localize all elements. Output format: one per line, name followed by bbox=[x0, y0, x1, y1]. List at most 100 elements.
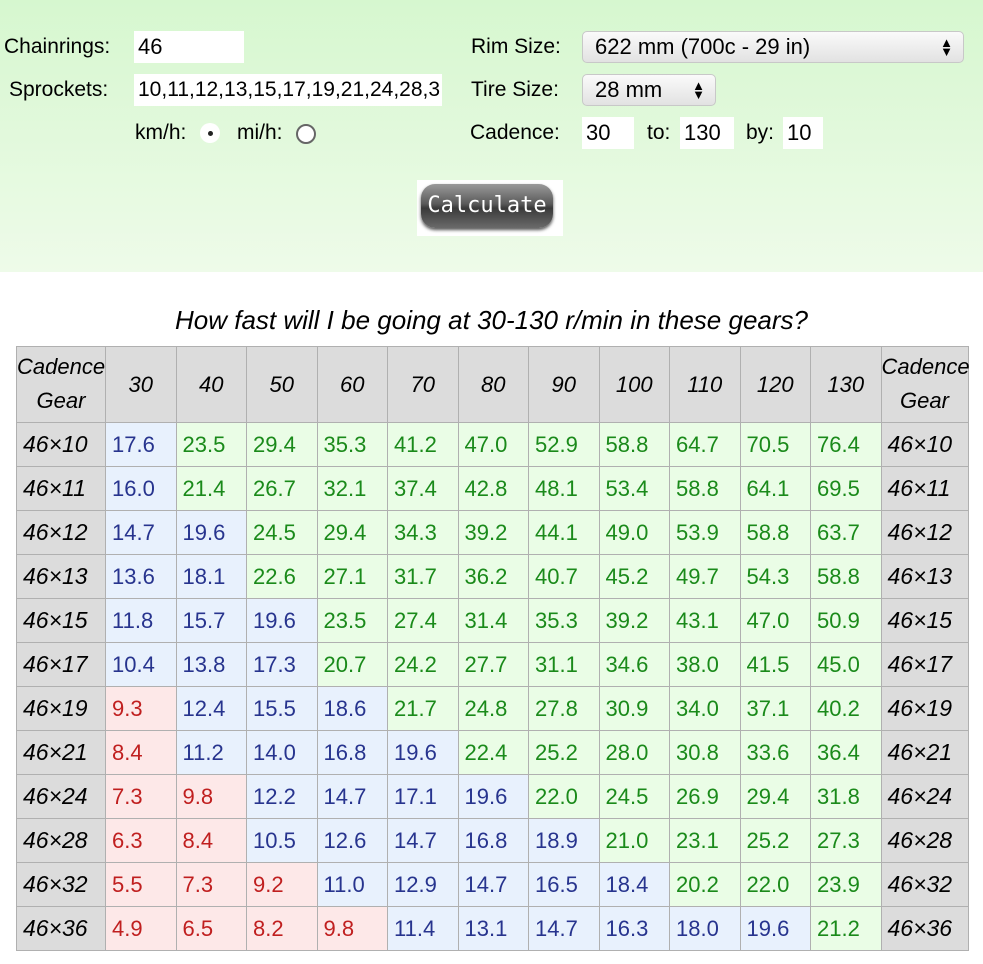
calculator-form: Chainrings: 46 Sprockets: 10,11,12,13,15… bbox=[0, 0, 983, 272]
table-row: 46×21 8.4 11.2 14.0 16.8 19.6 22.4 25.2 28.0 30.8… bbox=[16, 730, 969, 775]
speed-cell: 14.7 bbox=[316, 774, 388, 819]
calculate-label: Calculate bbox=[421, 184, 553, 228]
cadence-by-input[interactable]: 10 bbox=[783, 117, 823, 149]
corner-header-right: Cadence Gear bbox=[880, 346, 970, 423]
cadence-axis-label: Cadence bbox=[881, 353, 970, 379]
cadence-to-input[interactable]: 130 bbox=[680, 117, 734, 149]
speed-cell: 37.4 bbox=[387, 466, 459, 511]
speed-cell: 27.7 bbox=[457, 642, 529, 687]
speed-cell: 23.5 bbox=[316, 598, 388, 643]
speed-cell: 43.1 bbox=[669, 598, 741, 643]
speed-cell: 20.2 bbox=[669, 862, 741, 907]
speed-cell: 17.3 bbox=[246, 642, 318, 687]
kmh-radio[interactable] bbox=[200, 123, 220, 143]
cadence-header: 70 bbox=[387, 346, 459, 423]
speed-cell: 32.1 bbox=[316, 466, 388, 511]
gear-label: 46×32 bbox=[880, 862, 969, 907]
speed-cell: 13.6 bbox=[105, 554, 177, 599]
speed-cell: 64.7 bbox=[669, 422, 741, 467]
table-row: 46×19 9.3 12.4 15.5 18.6 21.7 24.8 27.8 30.9 34.0… bbox=[16, 686, 969, 731]
speed-cell: 15.5 bbox=[246, 686, 318, 731]
speed-cell: 39.2 bbox=[457, 510, 529, 555]
mih-label: mi/h: bbox=[237, 121, 283, 144]
cadence-header: 50 bbox=[246, 346, 318, 423]
speed-cell: 18.6 bbox=[316, 686, 388, 731]
speed-cell: 11.4 bbox=[387, 906, 459, 951]
speed-cell: 34.6 bbox=[598, 642, 670, 687]
gear-label: 46×21 bbox=[16, 730, 106, 775]
speed-cell: 8.4 bbox=[105, 730, 177, 775]
cadence-header: 60 bbox=[316, 346, 388, 423]
speed-cell: 49.7 bbox=[669, 554, 741, 599]
speed-cell: 63.7 bbox=[810, 510, 882, 555]
gear-label: 46×28 bbox=[880, 818, 969, 863]
speed-cell: 14.7 bbox=[528, 906, 600, 951]
speed-cell: 47.0 bbox=[739, 598, 811, 643]
gear-label: 46×24 bbox=[880, 774, 969, 819]
corner-header-left: Cadence Gear bbox=[16, 346, 106, 423]
speed-cell: 53.9 bbox=[669, 510, 741, 555]
speed-cell: 35.3 bbox=[316, 422, 388, 467]
speed-cell: 33.6 bbox=[739, 730, 811, 775]
speed-cell: 10.4 bbox=[105, 642, 177, 687]
speed-cell: 76.4 bbox=[810, 422, 882, 467]
gear-label: 46×12 bbox=[880, 510, 969, 555]
speed-cell: 45.2 bbox=[598, 554, 670, 599]
chainrings-input[interactable]: 46 bbox=[134, 31, 244, 63]
cadence-from-input[interactable]: 30 bbox=[582, 117, 634, 149]
tire-size-value: 28 mm bbox=[595, 77, 663, 102]
mih-radio[interactable] bbox=[296, 124, 316, 144]
speed-table: Cadence Gear 30 40 50 60 70 80 90 100 110 120 130 Cad… bbox=[16, 346, 970, 951]
speed-cell: 42.8 bbox=[457, 466, 529, 511]
calculate-button[interactable]: Calculate bbox=[417, 180, 563, 236]
sprockets-input[interactable]: 10,11,12,13,15,17,19,21,24,28,3 bbox=[134, 74, 442, 106]
speed-cell: 23.9 bbox=[810, 862, 882, 907]
table-row: 46×11 16.0 21.4 26.7 32.1 37.4 42.8 48.1 53.4 58.… bbox=[16, 466, 969, 511]
speed-cell: 31.8 bbox=[810, 774, 882, 819]
speed-cell: 24.5 bbox=[246, 510, 318, 555]
speed-cell: 16.0 bbox=[105, 466, 177, 511]
speed-cell: 23.1 bbox=[669, 818, 741, 863]
speed-cell: 23.5 bbox=[175, 422, 247, 467]
table-row: 46×36 4.9 6.5 8.2 9.8 11.4 13.1 14.7 16.3 18.0 19.… bbox=[16, 906, 969, 951]
speed-cell: 13.1 bbox=[457, 906, 529, 951]
cadence-header: 130 bbox=[810, 346, 882, 423]
gear-label: 46×11 bbox=[880, 466, 969, 511]
speed-cell: 9.8 bbox=[175, 774, 247, 819]
cadence-label: Cadence: bbox=[470, 121, 560, 144]
table-row: 46×10 17.6 23.5 29.4 35.3 41.2 47.0 52.9 58.8 64.… bbox=[16, 422, 969, 467]
speed-cell: 31.4 bbox=[457, 598, 529, 643]
speed-cell: 41.5 bbox=[739, 642, 811, 687]
speed-cell: 11.8 bbox=[105, 598, 177, 643]
speed-cell: 29.4 bbox=[739, 774, 811, 819]
speed-cell: 16.5 bbox=[528, 862, 600, 907]
speed-cell: 31.7 bbox=[387, 554, 459, 599]
gear-axis-label: Gear bbox=[36, 387, 86, 413]
speed-cell: 19.6 bbox=[739, 906, 811, 951]
gear-label: 46×28 bbox=[16, 818, 106, 863]
gear-label: 46×36 bbox=[880, 906, 969, 951]
speed-cell: 45.0 bbox=[810, 642, 882, 687]
speed-cell: 40.7 bbox=[528, 554, 600, 599]
cadence-header: 30 bbox=[105, 346, 177, 423]
speed-cell: 22.0 bbox=[739, 862, 811, 907]
tire-size-label: Tire Size: bbox=[471, 78, 559, 101]
speed-cell: 14.7 bbox=[105, 510, 177, 555]
speed-cell: 22.4 bbox=[457, 730, 529, 775]
speed-cell: 15.7 bbox=[175, 598, 247, 643]
gear-label: 46×19 bbox=[16, 686, 106, 731]
rim-size-select[interactable]: 622 mm (700c - 29 in) ▲ ▼ bbox=[582, 31, 964, 63]
speed-cell: 13.8 bbox=[175, 642, 247, 687]
table-row: 46×28 6.3 8.4 10.5 12.6 14.7 16.8 18.9 21.0 23.1 2… bbox=[16, 818, 969, 863]
table-row: 46×17 10.4 13.8 17.3 20.7 24.2 27.7 31.1 34.6 38.… bbox=[16, 642, 969, 687]
speed-cell: 7.3 bbox=[175, 862, 247, 907]
rim-size-label: Rim Size: bbox=[471, 35, 561, 58]
select-arrows-icon: ▲ ▼ bbox=[940, 35, 953, 59]
tire-size-select[interactable]: 28 mm ▲ ▼ bbox=[582, 74, 716, 106]
gear-label: 46×36 bbox=[16, 906, 106, 951]
table-row: 46×32 5.5 7.3 9.2 11.0 12.9 14.7 16.5 18.4 20.2 22… bbox=[16, 862, 969, 907]
table-row: 46×24 7.3 9.8 12.2 14.7 17.1 19.6 22.0 24.5 26.9 2… bbox=[16, 774, 969, 819]
speed-cell: 70.5 bbox=[739, 422, 811, 467]
speed-cell: 27.8 bbox=[528, 686, 600, 731]
speed-cell: 64.1 bbox=[739, 466, 811, 511]
